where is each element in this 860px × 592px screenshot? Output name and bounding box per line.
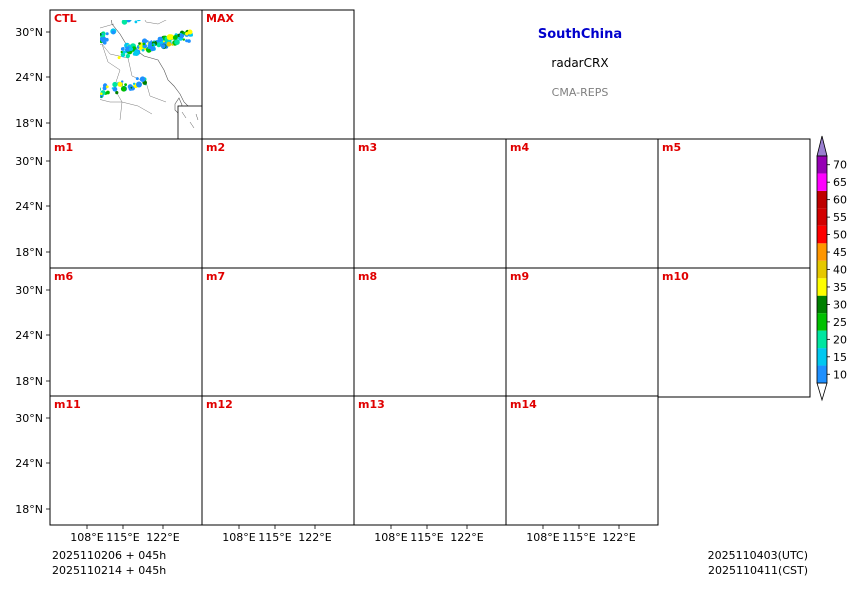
panel-label: CTL	[54, 12, 77, 25]
echo-cell	[142, 49, 145, 52]
panel-label: m4	[510, 141, 529, 154]
echo-cell	[133, 83, 135, 85]
echo-cell	[143, 43, 146, 46]
echo-cell	[135, 21, 138, 24]
echo-cell	[158, 37, 163, 42]
map-panel-m10: m10	[658, 264, 810, 397]
echo-cell	[118, 56, 121, 59]
map-panel-m1: m1	[50, 136, 202, 268]
panel-background	[202, 139, 354, 268]
echo-cell	[140, 76, 146, 82]
echo-cell	[183, 38, 185, 40]
panel-label: m2	[206, 141, 225, 154]
echo-cell	[136, 77, 139, 80]
map-panel-m4: m4	[506, 137, 658, 268]
echo-cell	[188, 30, 193, 35]
panel-label: m1	[54, 141, 73, 154]
echo-cell	[133, 50, 139, 56]
echo-cell	[115, 91, 118, 94]
echo-cell	[167, 42, 172, 47]
echo-cell	[138, 42, 141, 45]
echo-cell	[106, 32, 109, 35]
echo-cell	[167, 34, 173, 40]
echo-cell	[101, 37, 107, 43]
panel-background	[50, 268, 202, 397]
panel-background	[354, 268, 506, 397]
echo-cell	[152, 44, 154, 46]
echo-cell	[126, 54, 130, 58]
echo-cell	[112, 82, 117, 87]
echo-cell	[129, 47, 133, 51]
echo-cell	[163, 41, 165, 43]
echo-cell	[185, 39, 188, 42]
map-panel-m2: m2	[202, 135, 354, 268]
panel-background	[354, 139, 506, 268]
panel-background	[50, 139, 202, 268]
echo-cell	[171, 44, 173, 46]
map-panel-CTL: CTL	[50, 7, 202, 139]
panel-label: MAX	[206, 12, 234, 25]
panel-background	[658, 268, 810, 397]
panel-label: m7	[206, 270, 225, 283]
panel-background	[506, 139, 658, 268]
echo-cell	[114, 89, 116, 91]
panel-label: m6	[54, 270, 73, 283]
echo-cell	[147, 49, 151, 53]
echo-cell	[106, 85, 109, 88]
panel-label: m3	[358, 141, 377, 154]
map-panel-m7: m7	[202, 267, 354, 397]
echo-cell	[162, 44, 166, 48]
echo-cell	[149, 7, 151, 9]
echo-cell	[118, 82, 123, 87]
map-panel-m5: m5	[658, 135, 810, 268]
echo-cell	[121, 47, 125, 51]
echo-cell	[128, 84, 133, 89]
panel-background	[658, 139, 810, 268]
echo-cell	[101, 96, 103, 98]
map-panel-MAX: MAX	[202, 8, 354, 140]
echo-cell	[180, 34, 185, 39]
inset-box	[178, 106, 202, 139]
echo-cell	[174, 35, 177, 38]
echo-cell	[100, 93, 103, 96]
panel-label: m8	[358, 270, 377, 283]
panel-background	[506, 268, 658, 397]
echo-cell	[153, 40, 155, 42]
panel-background	[202, 10, 354, 139]
echo-cell	[112, 87, 114, 89]
panel-label: m9	[510, 270, 529, 283]
map-panel-m9: m9	[506, 263, 658, 397]
map-panel-m3: m3	[354, 136, 506, 268]
echo-cell	[122, 55, 124, 57]
echo-cell	[136, 82, 142, 88]
echo-cell	[124, 83, 127, 86]
map-panel-m6: m6	[50, 266, 202, 397]
echo-cell	[131, 87, 133, 89]
echo-cell	[112, 31, 116, 35]
echo-cell	[143, 47, 145, 49]
echo-cell	[137, 46, 140, 49]
echo-cell	[102, 33, 104, 35]
echo-cell	[121, 51, 123, 53]
echo-cell	[121, 86, 127, 92]
echo-cell	[758, 135, 761, 138]
panel-label: m5	[662, 141, 681, 154]
echo-cell	[174, 39, 180, 45]
panel-background	[202, 268, 354, 397]
map-panel-m8: m8	[354, 266, 506, 397]
